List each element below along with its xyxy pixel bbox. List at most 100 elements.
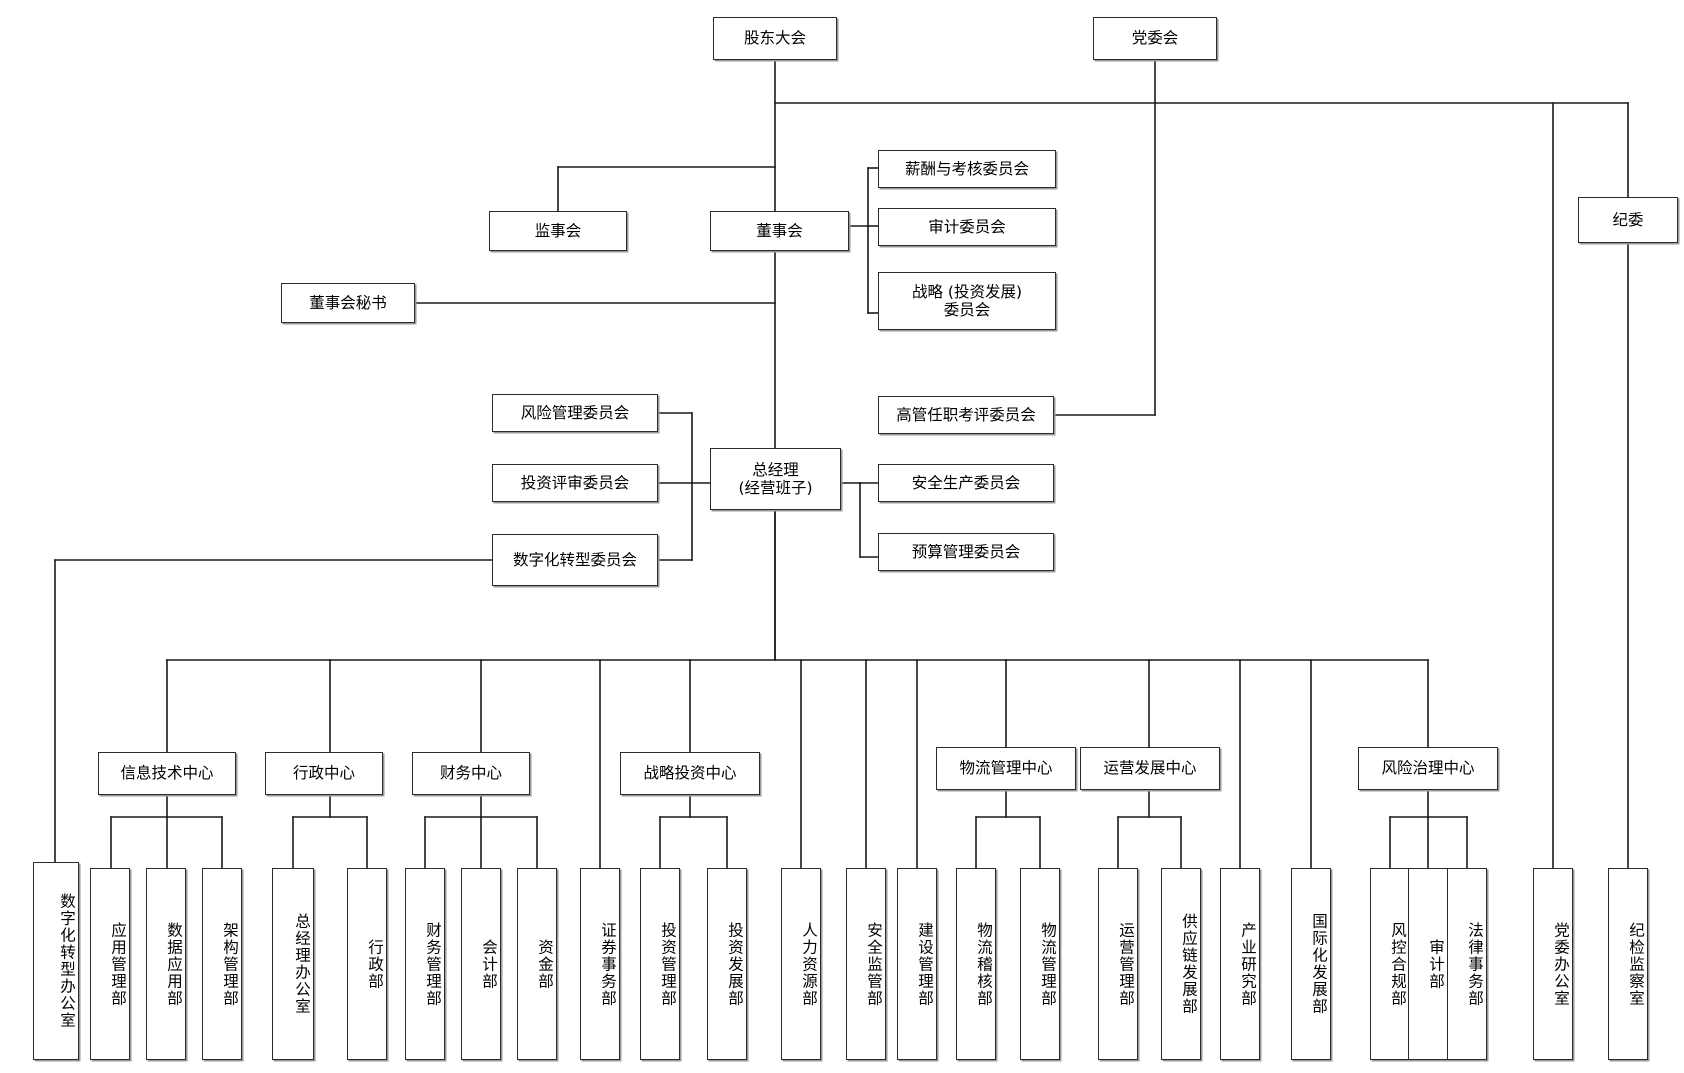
node-dept-financial-management[interactable]: 财务管理部 bbox=[405, 868, 445, 1060]
node-label: 财务管理部 bbox=[424, 921, 442, 1007]
node-dept-operations-management[interactable]: 运营管理部 bbox=[1098, 868, 1138, 1060]
node-label: 风控合规部 bbox=[1389, 921, 1407, 1007]
node-center-operations-development[interactable]: 运营发展中心 bbox=[1080, 747, 1220, 790]
node-label: 安全监管部 bbox=[865, 921, 883, 1007]
node-label: 资金部 bbox=[536, 938, 554, 990]
node-label: 战略 (投资发展) 委员会 bbox=[911, 282, 1023, 319]
node-center-information-technology[interactable]: 信息技术中心 bbox=[98, 752, 236, 795]
node-general-manager[interactable]: 总经理 (经营班子) bbox=[710, 448, 841, 510]
node-label: 信息技术中心 bbox=[120, 764, 214, 783]
node-center-finance[interactable]: 财务中心 bbox=[412, 752, 530, 795]
node-label: 高管任职考评委员会 bbox=[896, 405, 1036, 424]
node-label: 预算管理委员会 bbox=[911, 542, 1021, 561]
node-label: 党委会 bbox=[1131, 29, 1179, 48]
node-label: 党委办公室 bbox=[1552, 921, 1570, 1007]
node-dept-legal-affairs[interactable]: 法律事务部 bbox=[1447, 868, 1487, 1060]
node-dept-data-application[interactable]: 数据应用部 bbox=[146, 868, 186, 1060]
node-label: 纪委 bbox=[1612, 210, 1644, 229]
node-dept-application-management[interactable]: 应用管理部 bbox=[90, 868, 130, 1060]
node-label: 物流管理部 bbox=[1039, 921, 1057, 1007]
node-dept-audit[interactable]: 审计部 bbox=[1408, 868, 1448, 1060]
node-label: 投资发展部 bbox=[726, 921, 744, 1007]
node-label: 投资评审委员会 bbox=[520, 473, 630, 492]
node-label: 数字化转型委员会 bbox=[512, 550, 637, 569]
node-label: 物流稽核部 bbox=[975, 921, 993, 1007]
node-label: 财务中心 bbox=[439, 764, 502, 783]
node-dept-accounting[interactable]: 会计部 bbox=[461, 868, 501, 1060]
node-label: 风险治理中心 bbox=[1381, 759, 1475, 778]
node-label: 安全生产委员会 bbox=[911, 473, 1021, 492]
node-label: 数字化转型办公室 bbox=[58, 893, 76, 1029]
node-gm-committee-risk-management[interactable]: 风险管理委员会 bbox=[492, 394, 658, 432]
node-gm-committee-digital-transformation[interactable]: 数字化转型委员会 bbox=[492, 534, 658, 586]
node-label: 国际化发展部 bbox=[1310, 913, 1328, 1015]
node-dept-party-committee-office[interactable]: 党委办公室 bbox=[1533, 868, 1573, 1060]
node-label: 投资管理部 bbox=[659, 921, 677, 1007]
node-label: 法律事务部 bbox=[1466, 921, 1484, 1007]
node-gm-committee-safety-production[interactable]: 安全生产委员会 bbox=[878, 464, 1054, 502]
node-dept-investment-management[interactable]: 投资管理部 bbox=[640, 868, 680, 1060]
node-dept-architecture-management[interactable]: 架构管理部 bbox=[202, 868, 242, 1060]
node-dept-logistics-management[interactable]: 物流管理部 bbox=[1020, 868, 1060, 1060]
node-label: 行政中心 bbox=[292, 764, 355, 783]
node-party-committee[interactable]: 党委会 bbox=[1093, 17, 1217, 60]
node-label: 供应链发展部 bbox=[1180, 913, 1198, 1015]
node-dept-treasury[interactable]: 资金部 bbox=[517, 868, 557, 1060]
node-label: 运营发展中心 bbox=[1103, 759, 1197, 778]
node-dept-gm-office[interactable]: 总经理办公室 bbox=[272, 868, 314, 1060]
node-gm-committee-investment-review[interactable]: 投资评审委员会 bbox=[492, 464, 658, 502]
node-label: 行政部 bbox=[366, 938, 384, 990]
node-dept-logistics-audit[interactable]: 物流稽核部 bbox=[956, 868, 996, 1060]
node-label: 产业研究部 bbox=[1239, 921, 1257, 1007]
node-label: 纪检监察室 bbox=[1627, 921, 1645, 1007]
node-label: 风险管理委员会 bbox=[520, 403, 630, 422]
node-label: 架构管理部 bbox=[221, 921, 239, 1007]
node-label: 董事会秘书 bbox=[309, 293, 387, 312]
node-label: 证券事务部 bbox=[599, 921, 617, 1007]
node-dept-industry-research[interactable]: 产业研究部 bbox=[1220, 868, 1260, 1060]
node-discipline-committee[interactable]: 纪委 bbox=[1578, 197, 1678, 243]
node-dept-internationalization[interactable]: 国际化发展部 bbox=[1291, 868, 1331, 1060]
node-dept-administration[interactable]: 行政部 bbox=[347, 868, 387, 1060]
node-label: 数据应用部 bbox=[165, 921, 183, 1007]
node-label: 董事会 bbox=[756, 221, 803, 240]
node-dept-digital-transformation-office[interactable]: 数字化转型办公室 bbox=[33, 862, 79, 1060]
node-board-committee-compensation[interactable]: 薪酬与考核委员会 bbox=[878, 150, 1056, 188]
node-board-of-directors[interactable]: 董事会 bbox=[710, 211, 849, 251]
node-gm-committee-executive-appraisal[interactable]: 高管任职考评委员会 bbox=[878, 396, 1054, 434]
node-dept-risk-compliance[interactable]: 风控合规部 bbox=[1370, 868, 1410, 1060]
node-label: 总经理办公室 bbox=[293, 913, 311, 1015]
node-dept-securities-affairs[interactable]: 证券事务部 bbox=[580, 868, 620, 1060]
node-dept-supply-chain-development[interactable]: 供应链发展部 bbox=[1161, 868, 1201, 1060]
node-center-risk-governance[interactable]: 风险治理中心 bbox=[1358, 747, 1498, 790]
node-label: 运营管理部 bbox=[1117, 921, 1135, 1007]
node-shareholders-meeting[interactable]: 股东大会 bbox=[713, 17, 837, 60]
node-dept-safety-supervision[interactable]: 安全监管部 bbox=[846, 868, 886, 1060]
node-board-committee-audit[interactable]: 审计委员会 bbox=[878, 208, 1056, 246]
node-supervisory-board[interactable]: 监事会 bbox=[489, 211, 627, 251]
node-dept-human-resources[interactable]: 人力资源部 bbox=[781, 868, 821, 1060]
node-board-committee-strategy[interactable]: 战略 (投资发展) 委员会 bbox=[878, 272, 1056, 330]
node-label: 股东大会 bbox=[743, 29, 806, 48]
node-label: 总经理 (经营班子) bbox=[738, 460, 813, 497]
node-label: 监事会 bbox=[534, 221, 582, 240]
node-dept-discipline-inspection-office[interactable]: 纪检监察室 bbox=[1608, 868, 1648, 1060]
node-board-secretary[interactable]: 董事会秘书 bbox=[281, 283, 415, 323]
node-label: 物流管理中心 bbox=[959, 759, 1053, 778]
node-center-administration[interactable]: 行政中心 bbox=[265, 752, 383, 795]
node-label: 会计部 bbox=[480, 938, 498, 990]
node-gm-committee-budget-management[interactable]: 预算管理委员会 bbox=[878, 533, 1054, 571]
node-center-logistics-management[interactable]: 物流管理中心 bbox=[936, 747, 1076, 790]
node-label: 人力资源部 bbox=[800, 921, 818, 1007]
node-label: 建设管理部 bbox=[916, 921, 934, 1007]
node-label: 审计委员会 bbox=[928, 217, 1006, 236]
node-label: 审计部 bbox=[1427, 938, 1445, 990]
node-label: 薪酬与考核委员会 bbox=[904, 159, 1029, 178]
node-label: 战略投资中心 bbox=[643, 764, 737, 783]
node-center-strategic-investment[interactable]: 战略投资中心 bbox=[620, 752, 760, 795]
node-label: 应用管理部 bbox=[109, 921, 127, 1007]
node-dept-investment-development[interactable]: 投资发展部 bbox=[707, 868, 747, 1060]
node-dept-construction-management[interactable]: 建设管理部 bbox=[897, 868, 937, 1060]
